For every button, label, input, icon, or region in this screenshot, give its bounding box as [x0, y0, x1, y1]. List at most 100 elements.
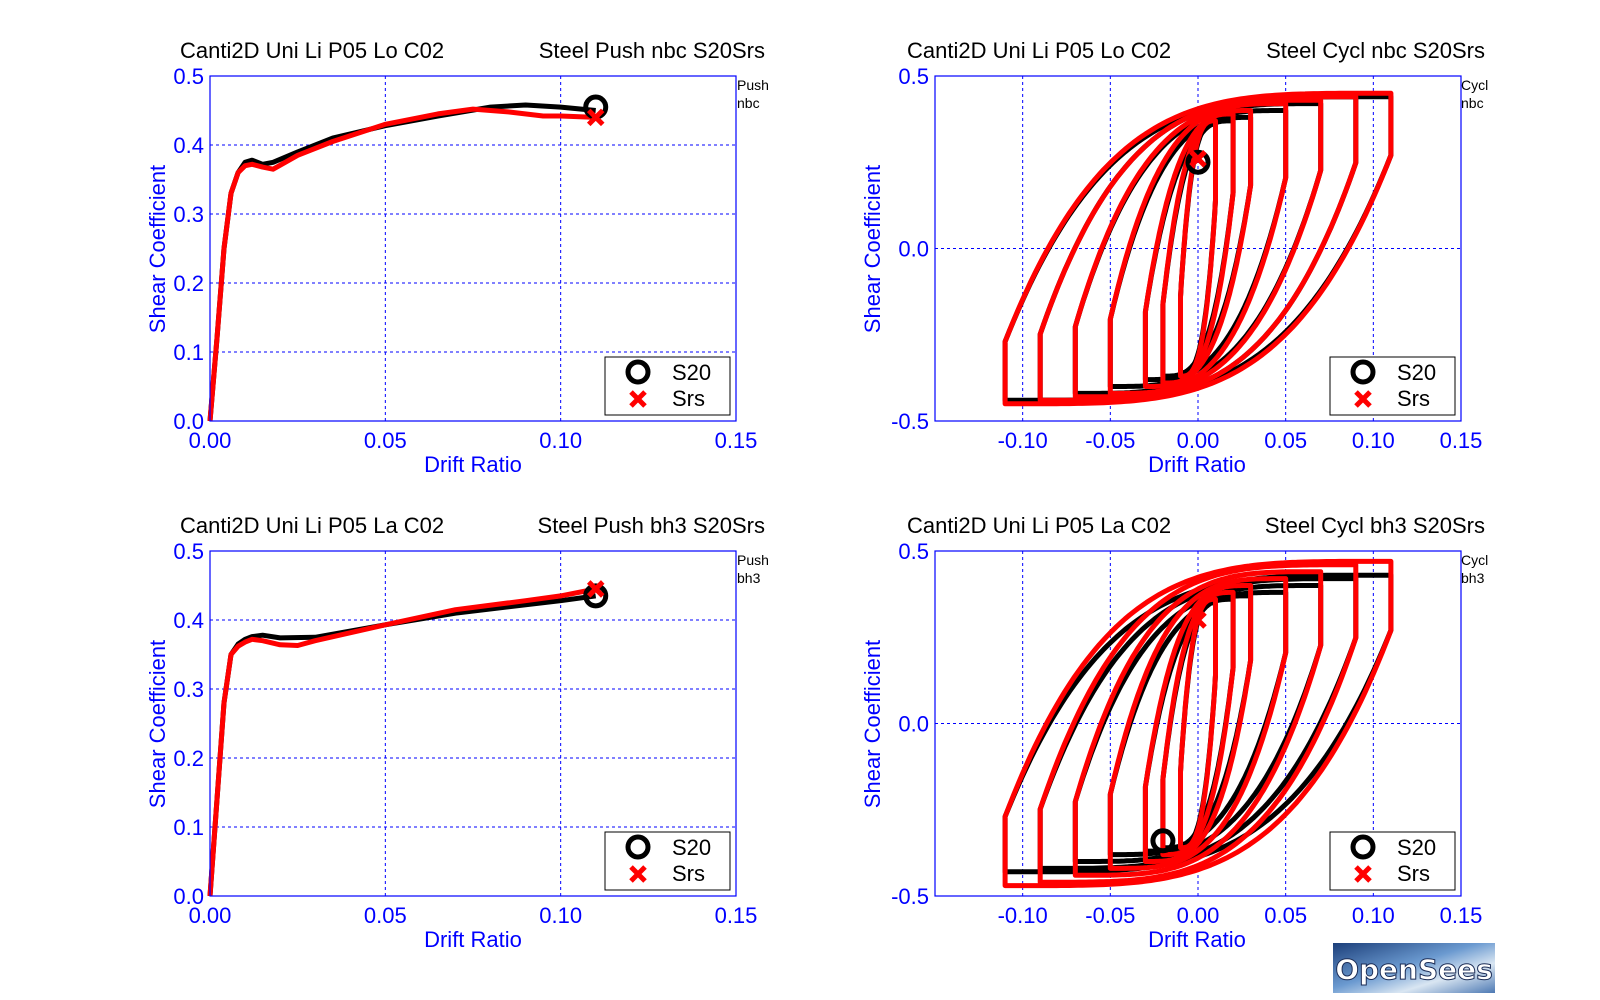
- legend-label-srs: Srs: [672, 861, 705, 886]
- side-note-line2: nbc: [737, 95, 760, 111]
- y-tick-label: 0.1: [173, 340, 204, 365]
- legend-marker-s20: [1350, 359, 1376, 385]
- y-tick-label: 0.2: [173, 271, 204, 296]
- grid-lines: [210, 76, 736, 421]
- x-tick-label: 0.15: [715, 428, 758, 453]
- y-axis-label: Shear Coefficient: [860, 165, 885, 333]
- panel-push-nbc: Canti2D Uni Li P05 Lo C02 Steel Push nbc…: [145, 38, 769, 477]
- x-axis-label: Drift Ratio: [424, 927, 522, 952]
- series-layer: [207, 102, 596, 422]
- x-tick-label: 0.15: [1440, 428, 1483, 453]
- legend-label-srs: Srs: [1397, 386, 1430, 411]
- hysteresis-loop-srs: [1002, 558, 1394, 889]
- side-note-line1: Cycl: [1461, 77, 1488, 93]
- x-tick-label: 0.00: [1177, 903, 1220, 928]
- y-tick-label: 0.0: [898, 237, 929, 262]
- plot-frame: [209, 75, 737, 422]
- grid-lines: [935, 551, 1461, 896]
- x-tick-label: 0.00: [1177, 428, 1220, 453]
- x-tick-label: 0.15: [1440, 903, 1483, 928]
- legend: S20 Srs: [604, 356, 731, 416]
- x-tick-label: -0.05: [1085, 428, 1135, 453]
- y-tick-label: 0.4: [173, 608, 204, 633]
- panel-title-right: Steel Push bh3 S20Srs: [538, 513, 765, 538]
- plot-frame: [934, 550, 1462, 897]
- y-tick-label: 0.0: [173, 884, 204, 909]
- side-note-line1: Push: [737, 552, 769, 568]
- end-marker-layer: [583, 94, 609, 127]
- x-tick-label: 0.10: [1352, 428, 1395, 453]
- y-tick-label: 0.5: [898, 539, 929, 564]
- legend: S20 Srs: [604, 831, 731, 891]
- y-axis-label: Shear Coefficient: [145, 640, 170, 808]
- x-tick-label: -0.10: [998, 428, 1048, 453]
- legend: S20 Srs: [1329, 356, 1456, 416]
- legend-label-s20: S20: [672, 360, 711, 385]
- end-marker-srs: [586, 108, 605, 127]
- y-tick-label: 0.5: [173, 64, 204, 89]
- series-line-srs: [207, 106, 596, 422]
- legend-label-srs: Srs: [672, 386, 705, 411]
- hysteresis-loop-srs: [1142, 583, 1254, 864]
- end-marker-s20: [1150, 828, 1176, 854]
- x-tick-label: 0.05: [364, 903, 407, 928]
- hysteresis-loop-srs: [1037, 94, 1359, 403]
- side-note-line2: nbc: [1461, 95, 1484, 111]
- x-axis-label: Drift Ratio: [1148, 927, 1246, 952]
- y-tick-label: 0.5: [173, 539, 204, 564]
- x-tick-label: -0.10: [998, 903, 1048, 928]
- x-axis-label: Drift Ratio: [1148, 452, 1246, 477]
- panel-title-left: Canti2D Uni Li P05 La C02: [180, 513, 444, 538]
- legend-marker-srs: [629, 865, 647, 883]
- plot-frame: [934, 75, 1462, 422]
- grid-lines: [210, 551, 736, 896]
- x-axis-label: Drift Ratio: [424, 452, 522, 477]
- x-tick-labels: -0.10 -0.05 0.00 0.05 0.10 0.15: [998, 428, 1483, 453]
- y-tick-labels: -0.5 0.0 0.5: [891, 64, 929, 434]
- legend-box: [1329, 356, 1456, 416]
- legend-label-s20: S20: [1397, 360, 1436, 385]
- end-marker-layer: [1150, 611, 1207, 854]
- panel-title-right: Steel Cycl nbc S20Srs: [1266, 38, 1485, 63]
- y-tick-label: 0.0: [173, 409, 204, 434]
- y-axis-label: Shear Coefficient: [860, 640, 885, 808]
- hysteresis-loop-srs: [1160, 589, 1236, 858]
- legend-marker-srs: [1354, 865, 1372, 883]
- hysteresis-loop-srs: [1072, 569, 1324, 878]
- y-tick-label: 0.0: [898, 712, 929, 737]
- hysteresis-loop-srs: [1002, 90, 1394, 407]
- y-tick-labels: 0.0 0.1 0.2 0.3 0.4 0.5: [173, 64, 204, 434]
- x-tick-label: -0.05: [1085, 903, 1135, 928]
- panel-title-right: Steel Push nbc S20Srs: [539, 38, 765, 63]
- grid-lines: [935, 76, 1461, 421]
- plot-frame: [209, 550, 737, 897]
- y-tick-labels: -0.5 0.0 0.5: [891, 539, 929, 909]
- panel-title-left: Canti2D Uni Li P05 La C02: [907, 513, 1171, 538]
- series-line-srs: [207, 586, 597, 897]
- legend-marker-s20: [1350, 834, 1376, 860]
- legend-box: [1329, 831, 1456, 891]
- opensees-logo: OpenSees: [1333, 943, 1495, 993]
- legend-label-s20: S20: [672, 835, 711, 860]
- panel-cycl-bh3: Canti2D Uni Li P05 La C02 Steel Cycl bh3…: [860, 513, 1488, 952]
- y-tick-label: 0.3: [173, 202, 204, 227]
- panel-cycl-nbc: Canti2D Uni Li P05 Lo C02 Steel Cycl nbc…: [860, 38, 1488, 477]
- x-tick-label: 0.05: [1264, 428, 1307, 453]
- y-tick-label: 0.5: [898, 64, 929, 89]
- legend-marker-s20: [625, 359, 651, 385]
- legend-marker-s20: [625, 834, 651, 860]
- end-marker-srs: [1189, 150, 1207, 168]
- legend-label-srs: Srs: [1397, 861, 1430, 886]
- y-tick-label: 0.3: [173, 677, 204, 702]
- end-marker-srs: [586, 580, 605, 598]
- legend-marker-srs: [1354, 390, 1372, 408]
- panel-push-bh3: Canti2D Uni Li P05 La C02 Steel Push bh3…: [145, 513, 769, 952]
- hysteresis-loop-srs: [1107, 576, 1289, 871]
- legend: S20 Srs: [1329, 831, 1456, 891]
- y-tick-labels: 0.0 0.1 0.2 0.3 0.4 0.5: [173, 539, 204, 909]
- x-tick-label: 0.00: [189, 903, 232, 928]
- x-tick-label: 0.10: [539, 428, 582, 453]
- y-tick-label: 0.1: [173, 815, 204, 840]
- logo-text: OpenSees: [1335, 953, 1493, 986]
